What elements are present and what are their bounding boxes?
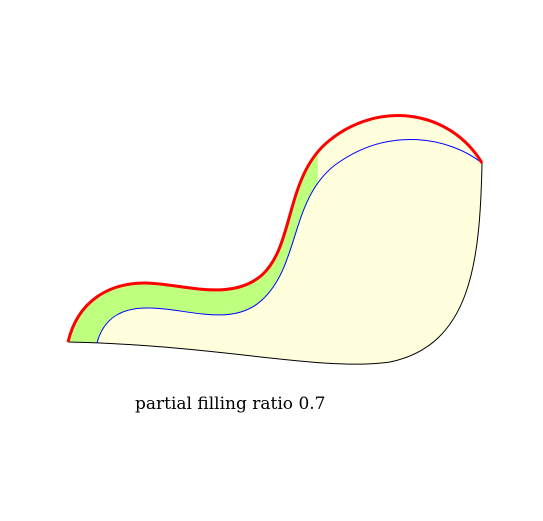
filled-band xyxy=(68,152,318,343)
region-fill xyxy=(68,115,482,365)
outer-boundary-curve xyxy=(66,114,484,343)
bottom-boundary-curve xyxy=(67,162,483,365)
caption-label: partial filling ratio 0.7 xyxy=(135,394,325,414)
inner-boundary-curve xyxy=(96,139,483,344)
